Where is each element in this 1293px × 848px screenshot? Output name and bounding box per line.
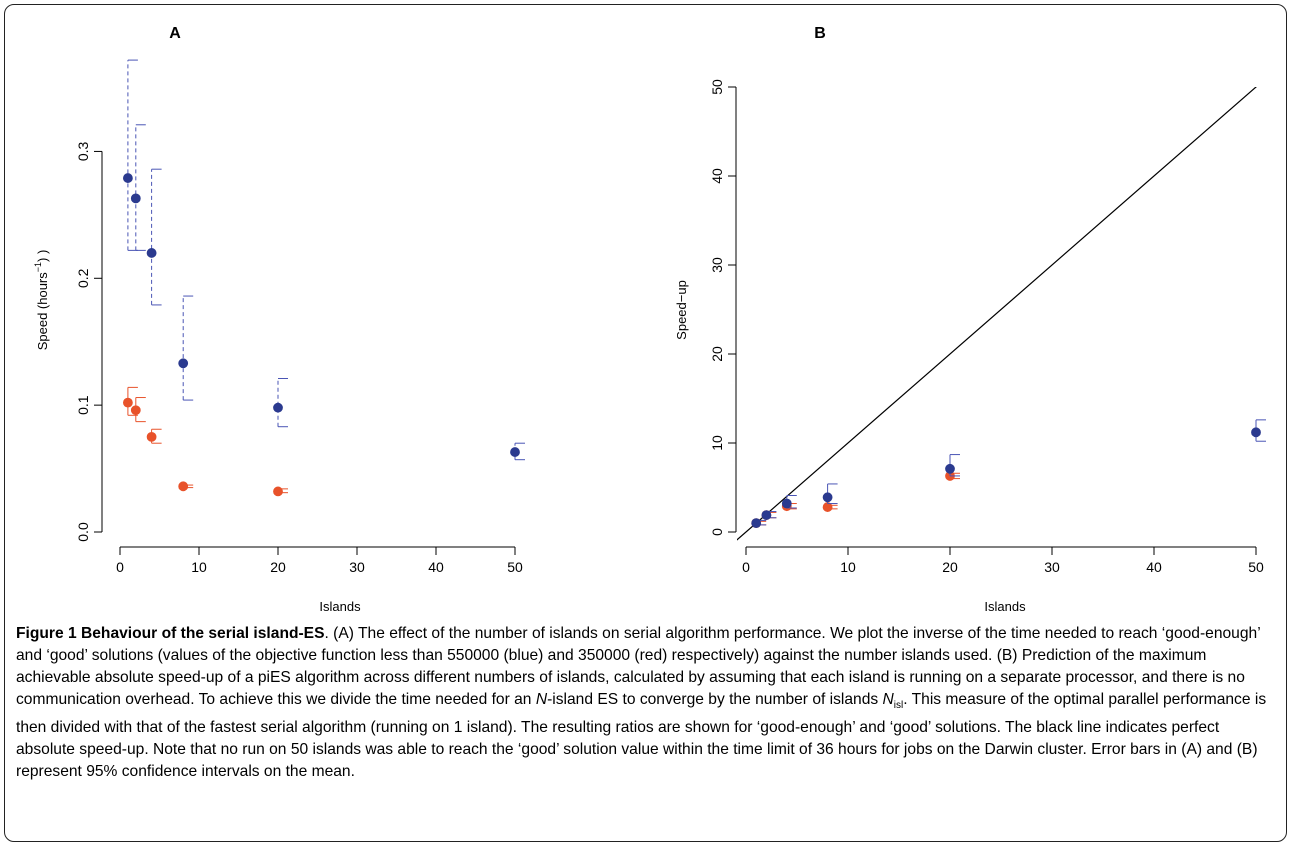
data-point <box>130 405 141 416</box>
x-tick-label: 30 <box>1044 559 1060 575</box>
x-tick-label: 40 <box>428 559 444 575</box>
y-tick-label: 0.2 <box>75 268 91 288</box>
panel-a-plot: A 0 10 20 30 40 50 Islands 0.0 0.1 0.2 0.3 Speed (ho… <box>33 25 525 614</box>
data-point <box>1251 427 1261 438</box>
data-point <box>178 481 189 492</box>
data-point <box>123 173 133 183</box>
figure-charts: A 0 10 20 30 40 50 Islands 0.0 0.1 0.2 0.3 Speed (ho… <box>33 25 1266 614</box>
caption-nisl-italic: N <box>882 691 894 708</box>
data-point <box>761 510 772 520</box>
x-tick-label: 30 <box>349 559 365 575</box>
caption-text-2: -island ES to converge by the number of … <box>547 691 883 708</box>
x-tick-label: 50 <box>507 559 523 575</box>
x-axis-label: Islands <box>319 599 361 614</box>
x-tick-label: 10 <box>840 559 856 575</box>
y-tick-label: 10 <box>709 435 725 451</box>
caption-text-3: . This measure of the optimal parallel p… <box>16 691 1267 781</box>
data-point <box>945 463 955 474</box>
y-tick-label: 0.3 <box>75 141 91 161</box>
x-tick-label: 0 <box>116 559 124 575</box>
caption-nisl-subscript: isl <box>893 700 904 712</box>
caption-title: Figure 1 Behaviour of the serial island-… <box>16 625 325 642</box>
data-point <box>510 447 520 457</box>
x-tick-label: 0 <box>742 559 750 575</box>
data-point <box>822 492 833 503</box>
perfect-speedup-line <box>737 87 1257 541</box>
data-point <box>751 518 762 528</box>
data-point <box>273 402 283 413</box>
panel-b-plot: B 0 10 20 30 40 50 Islands 0 10 20 30 40 50 Speed−up <box>674 25 1266 614</box>
x-tick-label: 20 <box>270 559 286 575</box>
data-point <box>130 193 141 204</box>
caption-text-1: . (A) The effect of the number of island… <box>16 625 1261 708</box>
data-point <box>178 358 189 369</box>
data-point <box>123 397 133 408</box>
x-tick-label: 50 <box>1248 559 1264 575</box>
series-red <box>123 386 288 497</box>
y-tick-label: 50 <box>709 79 725 95</box>
data-point <box>781 498 792 509</box>
y-axis-label: Speed−up <box>674 280 689 340</box>
y-axis-label: Speed (hours−1) ) <box>33 250 50 351</box>
x-axis-label: Islands <box>984 599 1026 614</box>
x-tick-label: 20 <box>942 559 958 575</box>
series-blue <box>123 59 525 461</box>
caption-n-italic: N <box>535 691 548 708</box>
x-tick-label: 40 <box>1146 559 1162 575</box>
data-point <box>146 248 157 258</box>
data-point <box>273 486 283 497</box>
y-tick-label: 0.0 <box>75 522 91 542</box>
y-tick-label: 0.1 <box>75 395 91 415</box>
figure-caption: Figure 1 Behaviour of the serial island-… <box>16 623 1278 783</box>
y-tick-label: 30 <box>709 257 725 273</box>
series-blue <box>751 419 1266 528</box>
x-tick-label: 10 <box>191 559 207 575</box>
y-tick-label: 20 <box>709 346 725 362</box>
panel-label: A <box>169 25 181 42</box>
data-point <box>146 431 157 442</box>
y-tick-label: 40 <box>709 168 725 184</box>
figure-frame <box>4 4 1287 842</box>
y-tick-label: 0 <box>709 528 725 536</box>
panel-label: B <box>814 25 826 42</box>
